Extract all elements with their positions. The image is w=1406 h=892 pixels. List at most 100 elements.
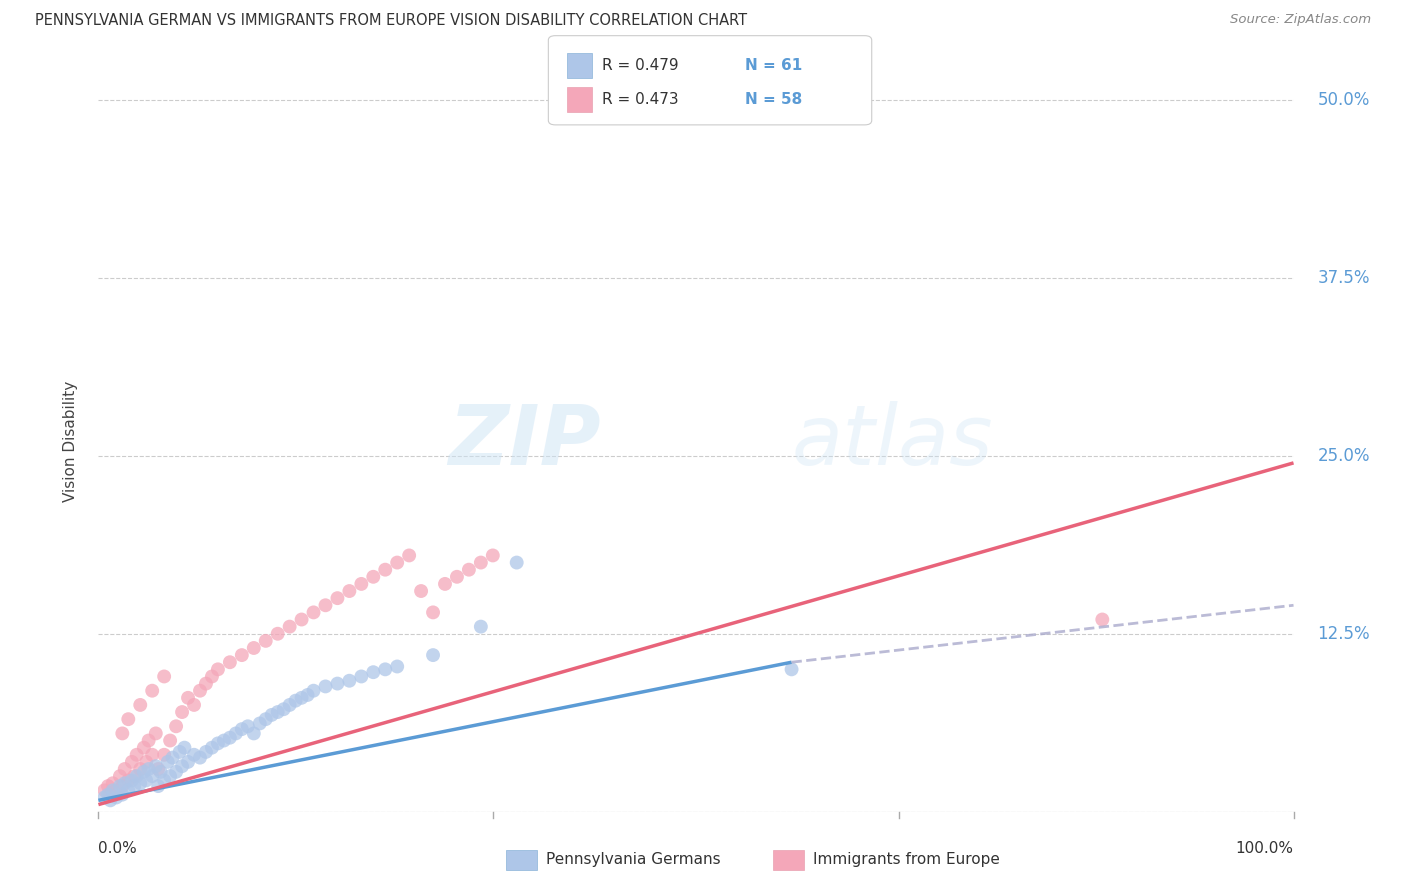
Point (98, 788, 122, 802)
Text: R = 0.473: R = 0.473 (602, 92, 678, 106)
Point (302, 683, 325, 698)
Point (138, 733, 160, 747)
Point (350, 669, 373, 683)
Point (385, 659, 409, 673)
Point (93, 790, 115, 805)
Point (125, 747, 148, 762)
Point (458, 563, 481, 577)
Point (470, 556, 492, 570)
Point (153, 669, 176, 683)
Point (177, 690, 200, 705)
Point (363, 570, 385, 584)
Point (165, 719, 187, 733)
Point (411, 584, 433, 599)
Point (302, 606, 325, 620)
Point (337, 673, 360, 688)
Point (148, 779, 170, 793)
Text: 25.0%: 25.0% (1317, 447, 1369, 465)
Point (183, 698, 205, 712)
Point (385, 556, 409, 570)
Point (254, 712, 277, 726)
Point (315, 680, 337, 694)
Text: PENNSYLVANIA GERMAN VS IMMIGRANTS FROM EUROPE VISION DISABILITY CORRELATION CHAR: PENNSYLVANIA GERMAN VS IMMIGRANTS FROM E… (35, 13, 747, 29)
Point (159, 769, 181, 783)
Point (278, 698, 301, 712)
Point (141, 769, 163, 783)
Point (108, 769, 131, 783)
Text: 12.5%: 12.5% (1317, 624, 1369, 643)
Point (141, 747, 163, 762)
Point (219, 731, 242, 745)
Point (374, 662, 396, 676)
Text: Immigrants from Europe: Immigrants from Europe (813, 853, 1000, 867)
Point (188, 750, 211, 764)
Point (117, 783, 139, 797)
Point (156, 755, 179, 769)
Point (326, 591, 349, 606)
Y-axis label: Vision Disability: Vision Disability (63, 381, 77, 502)
Point (132, 740, 155, 755)
Point (124, 779, 146, 793)
Point (422, 606, 444, 620)
Point (172, 705, 194, 719)
Point (97, 788, 120, 802)
Point (117, 773, 139, 788)
Point (315, 599, 337, 613)
Point (173, 740, 195, 755)
Point (267, 705, 290, 719)
Point (481, 549, 505, 563)
Point (506, 556, 529, 570)
Point (337, 584, 360, 599)
Point (225, 726, 247, 740)
Point (249, 716, 271, 731)
Point (1091, 613, 1114, 627)
Point (207, 662, 229, 676)
Point (124, 769, 146, 783)
Point (231, 722, 253, 736)
Point (135, 773, 157, 788)
Point (153, 773, 176, 788)
Point (148, 762, 170, 776)
Point (194, 745, 217, 759)
Point (153, 747, 176, 762)
Point (117, 712, 139, 726)
Point (111, 726, 134, 740)
Point (105, 790, 128, 805)
Point (398, 549, 420, 563)
Text: 50.0%: 50.0% (1317, 91, 1369, 109)
Point (188, 683, 211, 698)
Text: R = 0.479: R = 0.479 (602, 58, 678, 72)
Point (101, 776, 124, 790)
Point (243, 640, 266, 655)
Point (267, 626, 290, 640)
Point (212, 733, 235, 747)
Text: Source: ZipAtlas.com: Source: ZipAtlas.com (1230, 13, 1371, 27)
Point (278, 619, 301, 633)
Text: N = 58: N = 58 (745, 92, 803, 106)
Point (111, 788, 134, 802)
Point (236, 719, 259, 733)
Point (129, 776, 152, 790)
Point (284, 694, 307, 708)
Point (350, 577, 373, 591)
Point (159, 733, 181, 747)
Point (162, 750, 184, 764)
Point (111, 779, 134, 793)
Point (363, 665, 385, 680)
Point (273, 702, 295, 716)
Point (129, 698, 152, 712)
Point (165, 764, 187, 779)
Point (169, 745, 191, 759)
Text: atlas: atlas (792, 401, 993, 482)
Point (231, 648, 253, 662)
Point (138, 762, 160, 776)
Point (446, 570, 468, 584)
Point (780, 662, 803, 676)
Text: 100.0%: 100.0% (1236, 841, 1294, 856)
Point (297, 688, 319, 702)
Point (141, 683, 163, 698)
Point (219, 655, 242, 669)
Text: N = 61: N = 61 (745, 58, 803, 72)
Text: Pennsylvania Germans: Pennsylvania Germans (546, 853, 720, 867)
Point (125, 769, 148, 783)
